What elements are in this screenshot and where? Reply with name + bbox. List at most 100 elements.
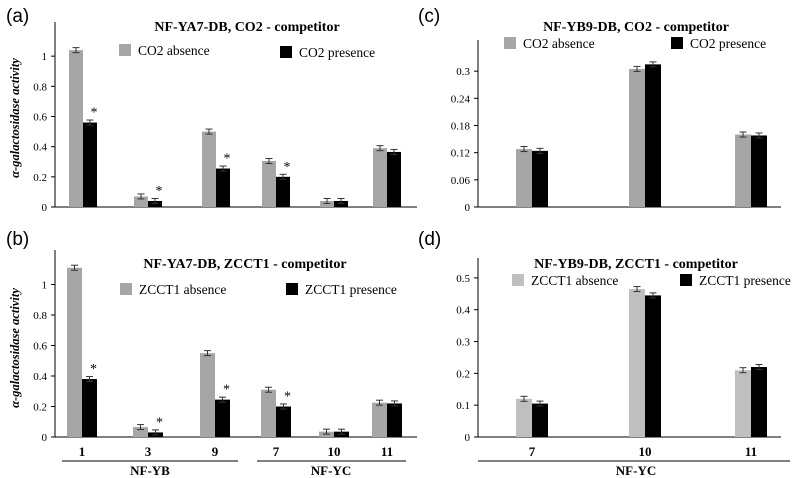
y-tick-label: 0.4: [33, 371, 47, 383]
legend-swatch: [504, 37, 516, 49]
bar-absence: [261, 389, 276, 437]
y-tick-label: 0: [465, 432, 471, 444]
bar-absence: [200, 353, 215, 437]
y-tick-label: 0.4: [456, 305, 470, 317]
x-tick-label: 11: [381, 444, 393, 459]
bar-absence: [372, 402, 387, 437]
x-tick-label: 3: [145, 444, 152, 459]
significance-star: *: [284, 160, 291, 175]
x-tick-label: 7: [273, 444, 280, 459]
legend-swatch: [671, 37, 683, 49]
bar-absence: [735, 370, 751, 437]
significance-star: *: [224, 152, 231, 167]
significance-star: *: [284, 390, 291, 405]
x-tick-label: 1: [79, 444, 86, 459]
y-tick-label: 0: [42, 432, 48, 444]
bar-absence: [320, 200, 334, 207]
y-tick-label: 0.12: [451, 148, 470, 160]
legend-swatch: [119, 44, 131, 56]
y-tick-label: 0.24: [451, 93, 471, 105]
y-tick-label: 1: [42, 51, 48, 63]
y-tick-label: 0.8: [33, 81, 47, 93]
legend-swatch: [280, 46, 292, 58]
panel-c: (c) NF-YB9-DB, CO2 - competitor 0 0.06 0.12 0…: [418, 6, 781, 214]
bar-absence: [202, 131, 216, 207]
bar-absence: [516, 398, 532, 437]
significance-star: *: [223, 383, 230, 398]
bar-absence: [735, 134, 751, 207]
y-tick-label: 0.2: [33, 172, 47, 184]
legend-label: ZCCT1 absence: [531, 273, 618, 288]
bar-presence: [82, 379, 97, 437]
x-tick-label: 7: [529, 444, 536, 459]
legend-swatch: [680, 274, 692, 286]
y-tick-label: 0.1: [456, 400, 470, 412]
x-tick-label: 11: [745, 444, 757, 459]
group-label: NF-YC: [616, 463, 656, 478]
panel-label: (c): [418, 6, 440, 27]
y-tick-label: 0.3: [456, 337, 470, 349]
significance-star: *: [156, 415, 163, 430]
chart-title: NF-YA7-DB, ZCCT1 - competitor: [143, 257, 346, 272]
x-tick-label: 10: [639, 444, 652, 459]
bar-absence: [629, 289, 645, 437]
y-tick-label: 0.06: [451, 175, 471, 187]
y-tick-label: 0.4: [33, 142, 47, 154]
y-tick-label: 0.18: [451, 121, 471, 133]
bar-presence: [387, 403, 402, 437]
y-tick-label: 0: [42, 202, 48, 214]
bar-presence: [751, 367, 767, 437]
bar-presence: [276, 406, 291, 437]
legend-label: ZCCT1 presence: [699, 273, 791, 288]
y-tick-label: 0.8: [33, 310, 47, 322]
y-axis-title: α-galactosidase activity: [8, 58, 22, 178]
bar-presence: [751, 135, 767, 207]
bar-absence: [373, 148, 387, 207]
y-tick-label: 0.6: [33, 112, 47, 124]
panel-label: (a): [6, 6, 29, 27]
x-tick-label: 10: [328, 444, 341, 459]
legend-label: ZCCT1 presence: [305, 282, 397, 297]
bar-absence: [133, 427, 148, 437]
bar-presence: [216, 168, 230, 207]
group-label: NF-YB: [130, 463, 170, 478]
bar-presence: [532, 403, 548, 437]
bar-absence: [67, 267, 82, 437]
y-tick-label: 0.5: [456, 273, 470, 285]
bar-presence: [645, 64, 661, 207]
bar-presence: [645, 295, 661, 437]
y-tick-label: 0.3: [456, 66, 470, 78]
bar-absence: [629, 68, 645, 208]
group-label: NF-YC: [311, 463, 351, 478]
legend-label: CO2 absence: [523, 36, 595, 51]
chart-title: NF-YB9-DB, ZCCT1 - competitor: [534, 257, 738, 272]
bar-presence: [532, 150, 548, 207]
panel-a: (a) NF-YA7-DB, CO2 - competitor 0 0.2 0.4 0.6…: [6, 6, 417, 214]
y-tick-label: 1: [42, 280, 48, 292]
significance-star: *: [90, 362, 97, 377]
chart-title: NF-YA7-DB, CO2 - competitor: [154, 20, 339, 35]
significance-star: *: [91, 106, 98, 121]
bar-presence: [83, 122, 97, 207]
legend-label: ZCCT1 absence: [139, 282, 226, 297]
bar-presence: [387, 151, 401, 207]
legend-label: CO2 presence: [690, 36, 766, 51]
bar-absence: [262, 160, 276, 207]
legend-label: CO2 presence: [299, 45, 375, 60]
legend-swatch: [286, 283, 298, 295]
y-tick-label: 0.2: [456, 368, 470, 380]
bar-absence: [69, 50, 83, 208]
legend-swatch: [120, 283, 132, 295]
panel-label: (d): [418, 229, 441, 250]
chart-title: NF-YB9-DB, CO2 - competitor: [543, 20, 729, 35]
y-tick-label: 0: [465, 202, 471, 214]
bar-absence: [134, 196, 148, 207]
bar-presence: [276, 176, 290, 207]
legend-label: CO2 absence: [138, 43, 210, 58]
significance-star: *: [156, 184, 163, 199]
bar-presence: [215, 399, 230, 437]
bar-presence: [148, 200, 162, 207]
legend-swatch: [512, 274, 524, 286]
y-tick-label: 0.2: [33, 402, 47, 414]
